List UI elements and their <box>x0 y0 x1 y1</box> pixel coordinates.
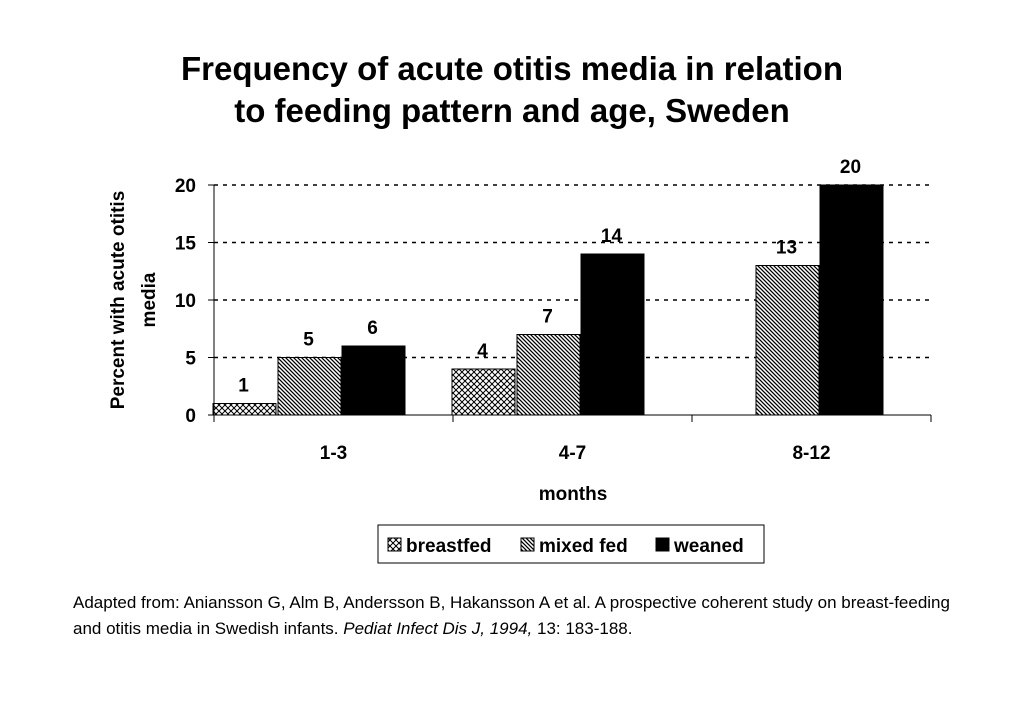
source-caption: Adapted from: Aniansson G, Alm B, Anders… <box>73 590 963 642</box>
bar-mixed-fed-8-12 <box>755 265 820 416</box>
bar-weaned-1-3 <box>341 345 406 416</box>
x-tick-label-1-3: 1-3 <box>320 443 347 464</box>
data-label-mixed-fed-4-7: 7 <box>542 307 553 328</box>
y-axis-label-line-2: media <box>139 272 160 327</box>
legend-label-breastfed: breastfed <box>406 536 492 557</box>
legend-label-weaned: weaned <box>673 536 744 557</box>
legend-label-mixed-fed: mixed fed <box>539 536 628 557</box>
y-tick-label: 20 <box>175 176 196 197</box>
bars <box>212 184 884 416</box>
y-tick-label: 0 <box>185 406 196 427</box>
x-tick-label-8-12: 8-12 <box>792 443 830 464</box>
x-tick-label-4-7: 4-7 <box>559 443 586 464</box>
data-label-weaned-8-12: 20 <box>840 157 861 178</box>
chart-title-line-2: to feeding pattern and age, Sweden <box>234 92 790 129</box>
legend-swatch-weaned <box>655 537 670 552</box>
bar-weaned-8-12 <box>819 184 884 416</box>
chart-title-line-1: Frequency of acute otitis media in relat… <box>181 50 843 87</box>
legend-swatch-breastfed <box>387 537 402 552</box>
legend-swatch-mixed-fed <box>520 537 535 552</box>
axes <box>208 184 932 422</box>
data-label-weaned-4-7: 14 <box>601 226 623 247</box>
bar-breastfed-1-3 <box>212 403 277 416</box>
y-tick-label: 5 <box>185 349 196 370</box>
data-label-breastfed-1-3: 1 <box>238 376 249 397</box>
x-axis-label: months <box>539 484 608 505</box>
bar-mixed-fed-1-3 <box>277 357 342 416</box>
chart-title: Frequency of acute otitis media in relat… <box>0 48 1024 132</box>
legend: breastfed mixed fed weaned <box>377 524 765 564</box>
y-tick-label: 10 <box>175 291 196 312</box>
bar-mixed-fed-4-7 <box>516 334 581 416</box>
bar-breastfed-4-7 <box>451 368 516 416</box>
data-label-breastfed-4-7: 4 <box>477 341 488 362</box>
data-label-mixed-fed-1-3: 5 <box>303 330 314 351</box>
caption-journal: Pediat Infect Dis J, 1994, <box>343 619 533 638</box>
caption-pages: 13: 183-188. <box>532 619 633 638</box>
data-label-weaned-1-3: 6 <box>367 318 378 339</box>
data-label-mixed-fed-8-12: 13 <box>776 238 797 259</box>
y-tick-label: 15 <box>175 234 197 255</box>
y-axis-label-line-1: Percent with acute otitis <box>108 191 129 410</box>
caption-text: Adapted from: Aniansson G, Alm B, Anders… <box>73 593 950 638</box>
bar-weaned-4-7 <box>580 253 645 416</box>
